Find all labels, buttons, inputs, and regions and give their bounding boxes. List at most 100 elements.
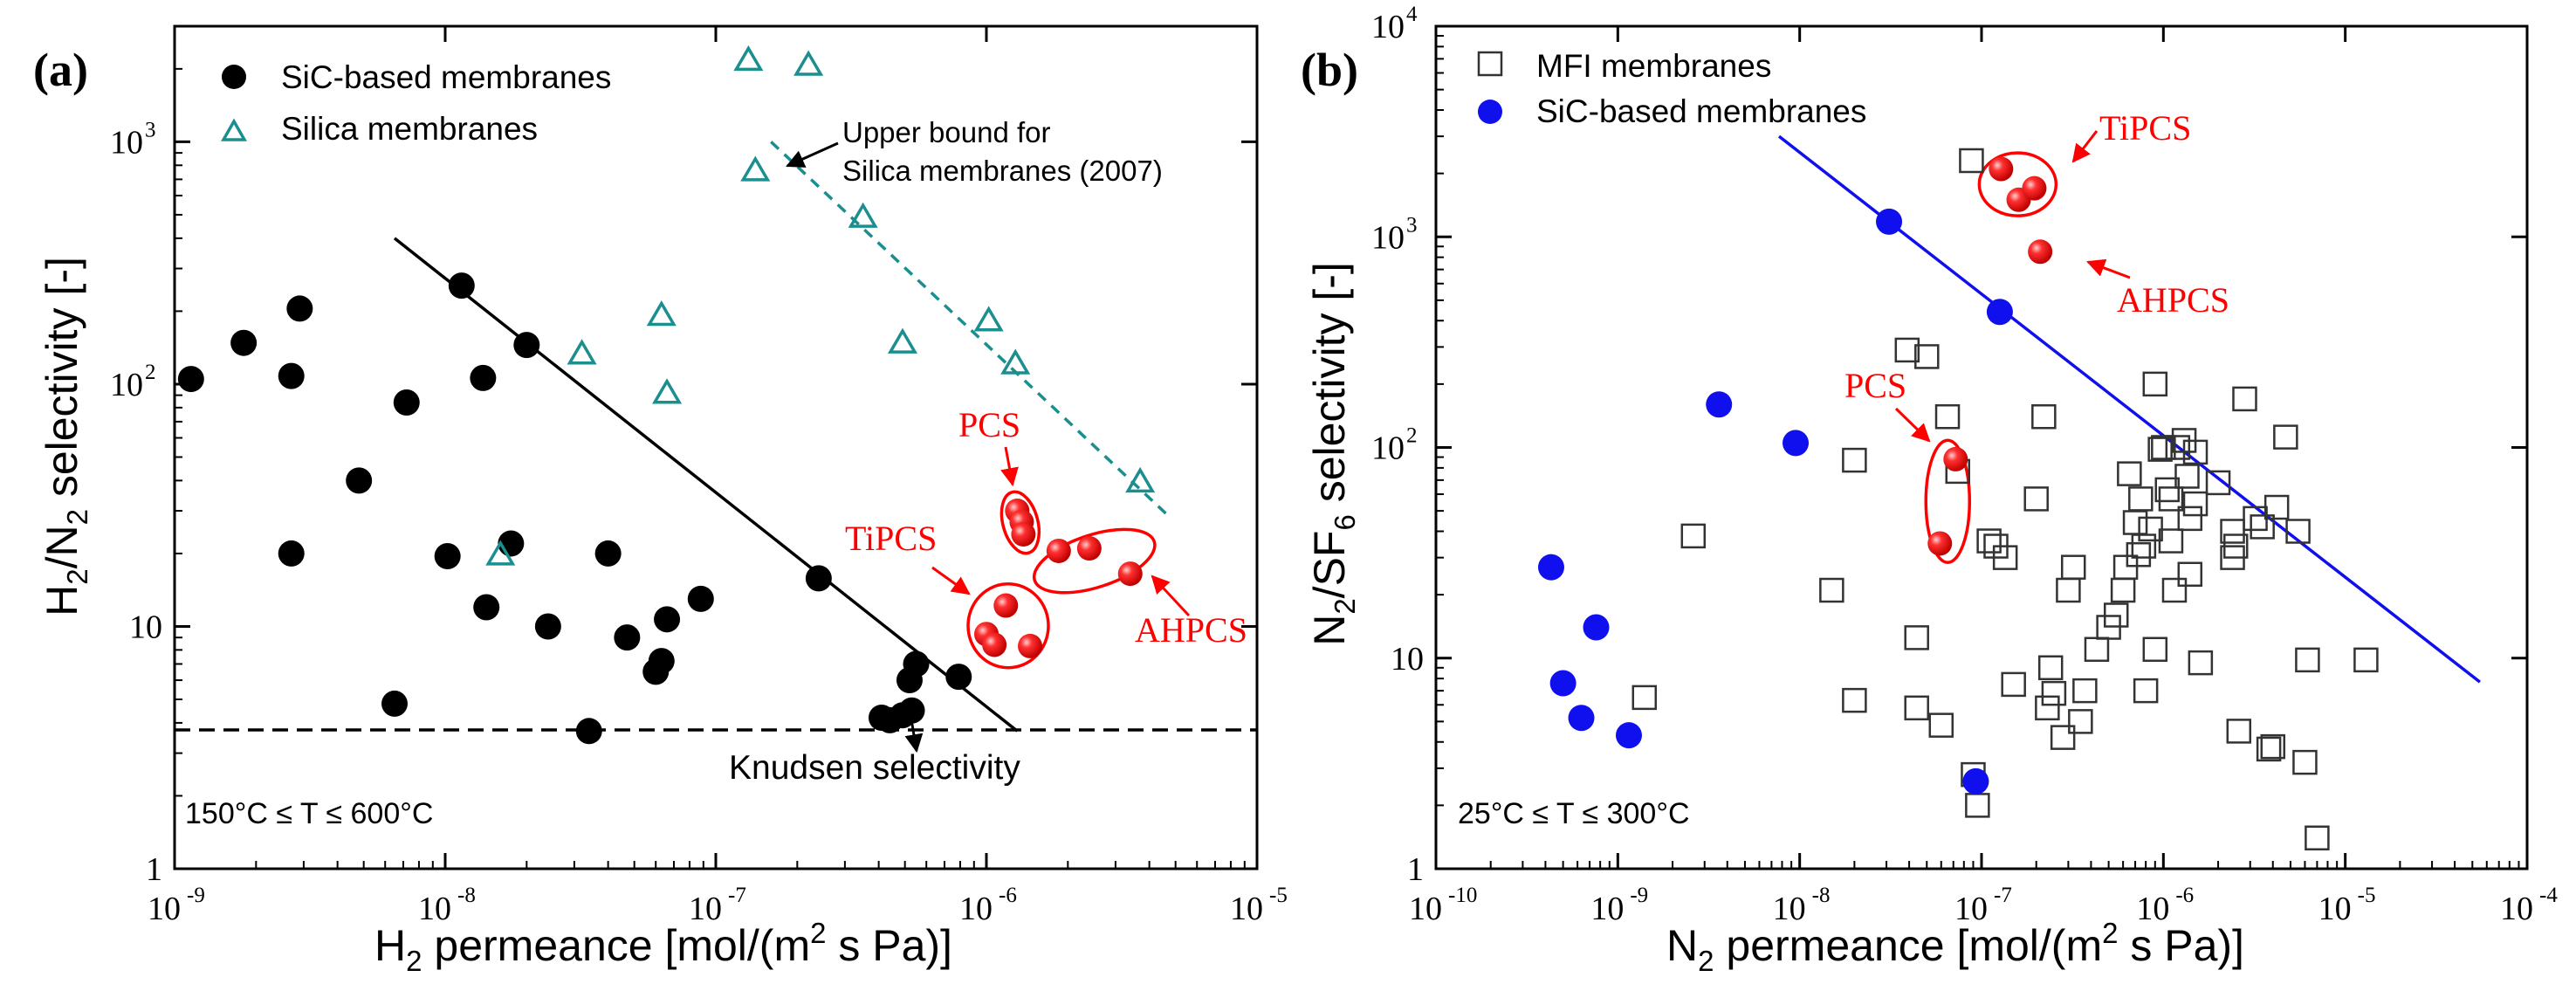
data-point	[1011, 521, 1036, 547]
data-point	[2158, 528, 2184, 554]
data-point	[2142, 371, 2168, 397]
data-point	[2226, 719, 2252, 744]
data-point	[278, 362, 305, 389]
tipcs-cluster-ellipse	[966, 581, 1050, 670]
data-point	[793, 50, 824, 76]
data-point	[1000, 348, 1031, 375]
x-tick-label: 10	[2136, 891, 2169, 927]
panel-a-temperature-note: 150°C ≤ T ≤ 600°C	[185, 797, 433, 830]
data-point	[2028, 239, 2053, 265]
pcs-label-b: PCS	[1844, 366, 1906, 405]
data-point	[2056, 577, 2081, 603]
data-point	[1976, 528, 2002, 554]
panel-b-y-axis-label: N2/SF6 selectivity [-]	[1305, 262, 1361, 646]
data-point	[614, 624, 641, 651]
x-tick-label: 10	[2318, 891, 2352, 927]
data-point	[2142, 637, 2168, 663]
data-point	[1989, 156, 2014, 182]
data-point	[1894, 337, 1920, 363]
data-point	[2103, 602, 2129, 628]
data-point	[1783, 430, 1810, 457]
data-point	[2131, 533, 2157, 559]
panel-b-plot-frame	[1434, 24, 2529, 870]
x-tick-label: 10	[2500, 891, 2533, 927]
y-tick-label: 10	[110, 124, 143, 161]
data-point	[2174, 464, 2200, 489]
x-tick-label: 10	[1409, 891, 1442, 927]
data-point	[2151, 435, 2176, 460]
data-point	[2250, 514, 2275, 540]
data-point	[2001, 671, 2026, 698]
legend-sic-b-label: SiC-based membranes	[1536, 93, 1866, 129]
silica-membranes-series	[485, 45, 1156, 566]
data-point	[448, 272, 475, 299]
upper-bound-label-line1: Upper bound for	[842, 116, 1051, 148]
legend-mfi-label: MFI membranes	[1536, 48, 1771, 84]
panel-b-legend: MFI membranes SiC-based membranes	[1477, 48, 1866, 129]
data-point	[2182, 491, 2208, 517]
data-point	[1615, 722, 1642, 749]
y-tick-exponent: 4	[1406, 3, 1418, 26]
data-point	[1876, 208, 1903, 235]
data-point	[1992, 545, 2018, 570]
x-tick-label: 10	[689, 891, 722, 927]
data-point	[2147, 437, 2173, 462]
sic-based-membranes-series	[1537, 208, 2013, 795]
data-point	[2256, 736, 2282, 762]
data-point	[2154, 477, 2180, 503]
data-point	[1927, 531, 1953, 556]
data-point	[177, 366, 204, 393]
ahpcs-arrow-a	[1151, 575, 1191, 617]
y-tick-label: 10	[110, 367, 143, 403]
panel-b-x-axis-label: N2 permeance [mol/(m2 s Pa)]	[1666, 917, 2244, 977]
x-tick-exponent: -6	[2175, 884, 2194, 907]
data-point	[473, 594, 500, 621]
data-point	[1819, 577, 1844, 603]
ahpcs-label-b: AHPCS	[2117, 280, 2229, 320]
x-tick-label: 10	[148, 891, 181, 927]
x-tick-exponent: -4	[2539, 884, 2558, 907]
data-point	[2037, 655, 2064, 681]
data-point	[230, 329, 258, 356]
data-point	[1125, 466, 1156, 493]
y-tick-exponent: 3	[145, 118, 156, 141]
y-tick-label: 10	[1371, 430, 1405, 467]
data-point	[1842, 687, 1867, 713]
data-point	[434, 542, 461, 569]
data-point	[993, 593, 1019, 618]
data-point	[1928, 712, 1954, 738]
tipcs-label-b: TiPCS	[2099, 108, 2191, 148]
tipcs-arrow-b	[2071, 130, 2099, 163]
data-point	[346, 467, 373, 494]
tipcs-series	[1989, 156, 2047, 212]
data-point	[594, 540, 622, 567]
legend-sic-b-marker	[1478, 100, 1502, 124]
legend-mfi-marker	[1477, 51, 1503, 77]
data-point	[805, 565, 832, 592]
panel-a-x-axis-label: H2 permeance [mol/(m2 s Pa)]	[374, 917, 952, 977]
panel-b-temperature-note: 25°C ≤ T ≤ 300°C	[1458, 797, 1690, 830]
pcs-series	[1005, 499, 1036, 547]
data-point	[2084, 637, 2110, 663]
data-point	[2110, 577, 2136, 603]
y-tick-exponent: 2	[1406, 424, 1418, 448]
data-point	[2305, 825, 2330, 850]
data-point	[2022, 175, 2047, 201]
data-point	[1537, 554, 1564, 581]
data-point	[1904, 625, 1929, 650]
y-tick-label: 10	[1371, 219, 1405, 256]
x-tick-label: 10	[959, 891, 993, 927]
upper-bound-arrow	[786, 141, 839, 168]
knudsen-label: Knudsen selectivity	[729, 749, 1020, 787]
x-tick-exponent: -8	[457, 884, 476, 907]
ahpcs-label-a: AHPCS	[1135, 610, 1247, 650]
data-point	[1046, 538, 1071, 563]
data-point	[2295, 647, 2320, 673]
data-point	[2222, 533, 2249, 559]
pcs-arrow-a	[1000, 446, 1019, 487]
data-point	[278, 540, 305, 567]
data-point	[2220, 519, 2245, 544]
data-point	[1018, 633, 1043, 658]
data-point	[1680, 523, 1707, 549]
